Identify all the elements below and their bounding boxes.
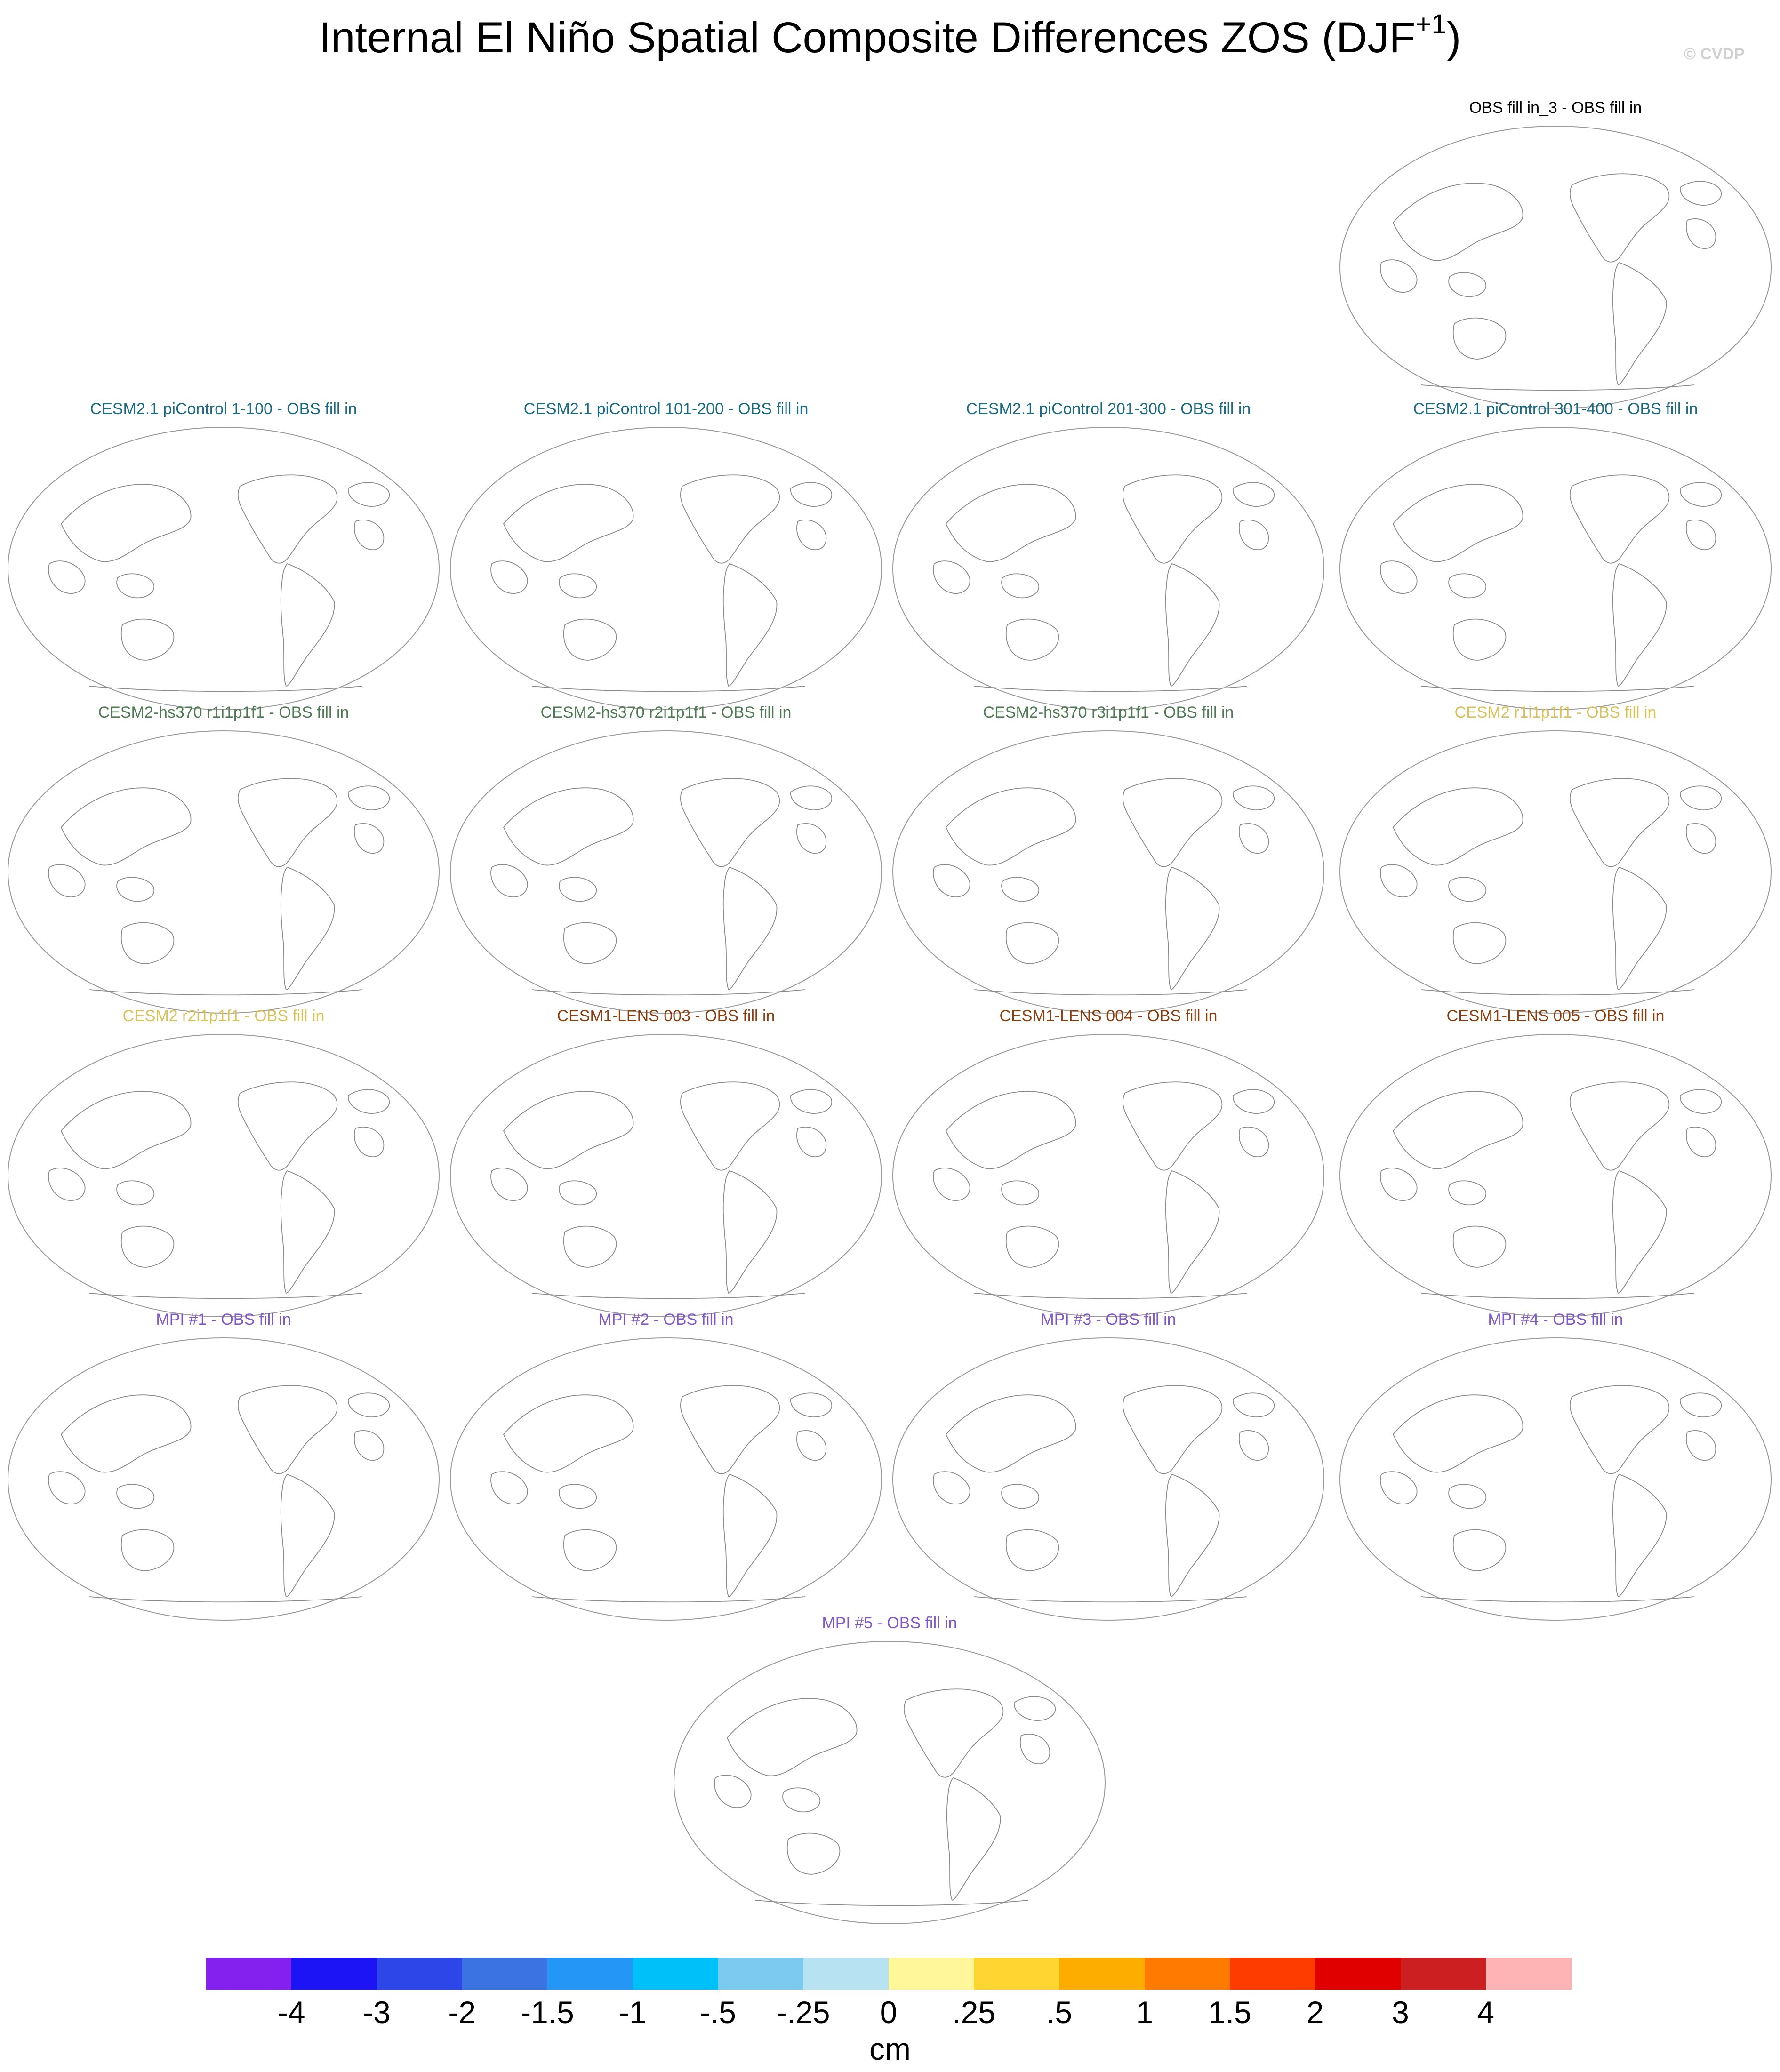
colorbar-cell	[718, 1958, 804, 1990]
panel-title: OBS fill in_3 - OBS fill in	[1337, 99, 1774, 117]
world-map	[1337, 1030, 1774, 1321]
colorbar-tick-label: -.25	[777, 1994, 830, 2030]
figure-title: Internal El Niño Spatial Composite Diffe…	[0, 13, 1780, 63]
panel-title: CESM2.1 piControl 1-100 - OBS fill in	[5, 400, 442, 418]
colorbar-tick-label: -2	[448, 1994, 476, 2030]
colorbar	[206, 1958, 1571, 1991]
colorbar-tick-label: -1.5	[521, 1994, 574, 2030]
colorbar-tick-label: 1.5	[1208, 1994, 1251, 2030]
colorbar-cell	[974, 1958, 1059, 1990]
panel-title: CESM2 r2i1p1f1 - OBS fill in	[5, 1007, 442, 1025]
colorbar-tick-label: 3	[1392, 1994, 1409, 2030]
colorbar-cell	[633, 1958, 718, 1990]
colorbar-tick-label: -1	[619, 1994, 647, 2030]
world-map	[447, 726, 885, 1018]
map-panel: MPI #5 - OBS fill in	[671, 1614, 1108, 1934]
colorbar-cell	[547, 1958, 633, 1990]
world-map	[447, 1030, 885, 1321]
credit-label: © CVDP	[1684, 45, 1745, 64]
colorbar-tick-label: 2	[1307, 1994, 1324, 2030]
colorbar-cell	[1059, 1958, 1145, 1990]
map-panel: CESM1-LENS 005 - OBS fill in	[1337, 1007, 1774, 1327]
world-map	[5, 423, 442, 714]
colorbar-cell	[1145, 1958, 1230, 1990]
world-map	[671, 1637, 1108, 1928]
map-panel: CESM2-hs370 r3i1p1f1 - OBS fill in	[890, 704, 1327, 1024]
panel-title: CESM2.1 piControl 101-200 - OBS fill in	[447, 400, 885, 418]
colorbar-cell	[377, 1958, 463, 1990]
world-map	[890, 423, 1327, 714]
colorbar-cell	[206, 1958, 292, 1990]
world-map	[5, 726, 442, 1018]
colorbar-cell	[803, 1958, 889, 1990]
map-panel: MPI #2 - OBS fill in	[447, 1311, 885, 1631]
panel-title: MPI #4 - OBS fill in	[1337, 1311, 1774, 1329]
panel-title: MPI #1 - OBS fill in	[5, 1311, 442, 1329]
panel-title: CESM2-hs370 r3i1p1f1 - OBS fill in	[890, 704, 1327, 722]
panel-title: CESM2.1 piControl 301-400 - OBS fill in	[1337, 400, 1774, 418]
world-map	[5, 1333, 442, 1625]
world-map	[1337, 121, 1774, 413]
map-panel: CESM2 r2i1p1f1 - OBS fill in	[5, 1007, 442, 1327]
world-map	[890, 726, 1327, 1018]
world-map	[5, 1030, 442, 1321]
map-panel: CESM2-hs370 r2i1p1f1 - OBS fill in	[447, 704, 885, 1024]
map-panel: CESM2 r1i1p1f1 - OBS fill in	[1337, 704, 1774, 1024]
world-map	[890, 1333, 1327, 1625]
world-map	[447, 1333, 885, 1625]
colorbar-cell	[462, 1958, 548, 1990]
world-map	[1337, 423, 1774, 714]
map-panel: MPI #1 - OBS fill in	[5, 1311, 442, 1631]
colorbar-tick-label: 0	[880, 1994, 898, 2030]
colorbar-tick-label: -.5	[700, 1994, 736, 2030]
panel-title: CESM2 r1i1p1f1 - OBS fill in	[1337, 704, 1774, 722]
map-panel: CESM2.1 piControl 201-300 - OBS fill in	[890, 400, 1327, 720]
colorbar-cell	[291, 1958, 377, 1990]
panel-title: CESM2-hs370 r2i1p1f1 - OBS fill in	[447, 704, 885, 722]
map-panel: CESM1-LENS 003 - OBS fill in	[447, 1007, 885, 1327]
map-panel: MPI #4 - OBS fill in	[1337, 1311, 1774, 1631]
colorbar-tick-label: .5	[1046, 1994, 1072, 2030]
world-map	[447, 423, 885, 714]
colorbar-tick-label: .25	[952, 1994, 995, 2030]
map-panel: OBS fill in_3 - OBS fill in	[1337, 99, 1774, 419]
colorbar-tick-label: 1	[1136, 1994, 1153, 2030]
map-panel: CESM2.1 piControl 1-100 - OBS fill in	[5, 400, 442, 720]
panel-title: CESM1-LENS 005 - OBS fill in	[1337, 1007, 1774, 1025]
map-panel: CESM2.1 piControl 301-400 - OBS fill in	[1337, 400, 1774, 720]
colorbar-cell	[889, 1958, 974, 1990]
colorbar-cell	[1486, 1958, 1572, 1990]
map-panel: CESM2-hs370 r1i1p1f1 - OBS fill in	[5, 704, 442, 1024]
panel-title: CESM2-hs370 r1i1p1f1 - OBS fill in	[5, 704, 442, 722]
panel-title: CESM2.1 piControl 201-300 - OBS fill in	[890, 400, 1327, 418]
world-map	[890, 1030, 1327, 1321]
world-map	[1337, 726, 1774, 1018]
colorbar-tick-label: -4	[278, 1994, 305, 2030]
colorbar-cell	[1315, 1958, 1401, 1990]
map-panel: CESM1-LENS 004 - OBS fill in	[890, 1007, 1327, 1327]
map-panel: MPI #3 - OBS fill in	[890, 1311, 1327, 1631]
panel-title: CESM1-LENS 004 - OBS fill in	[890, 1007, 1327, 1025]
world-map	[1337, 1333, 1774, 1625]
colorbar-tick-label: -3	[363, 1994, 391, 2030]
panel-title: MPI #2 - OBS fill in	[447, 1311, 885, 1329]
colorbar-tick-label: 4	[1477, 1994, 1494, 2030]
colorbar-cell	[1230, 1958, 1315, 1990]
panel-title: MPI #5 - OBS fill in	[671, 1614, 1108, 1632]
colorbar-cell	[1401, 1958, 1486, 1990]
colorbar-units: cm	[0, 2031, 1780, 2067]
panel-title: MPI #3 - OBS fill in	[890, 1311, 1327, 1329]
panel-title: CESM1-LENS 003 - OBS fill in	[447, 1007, 885, 1025]
map-panel: CESM2.1 piControl 101-200 - OBS fill in	[447, 400, 885, 720]
